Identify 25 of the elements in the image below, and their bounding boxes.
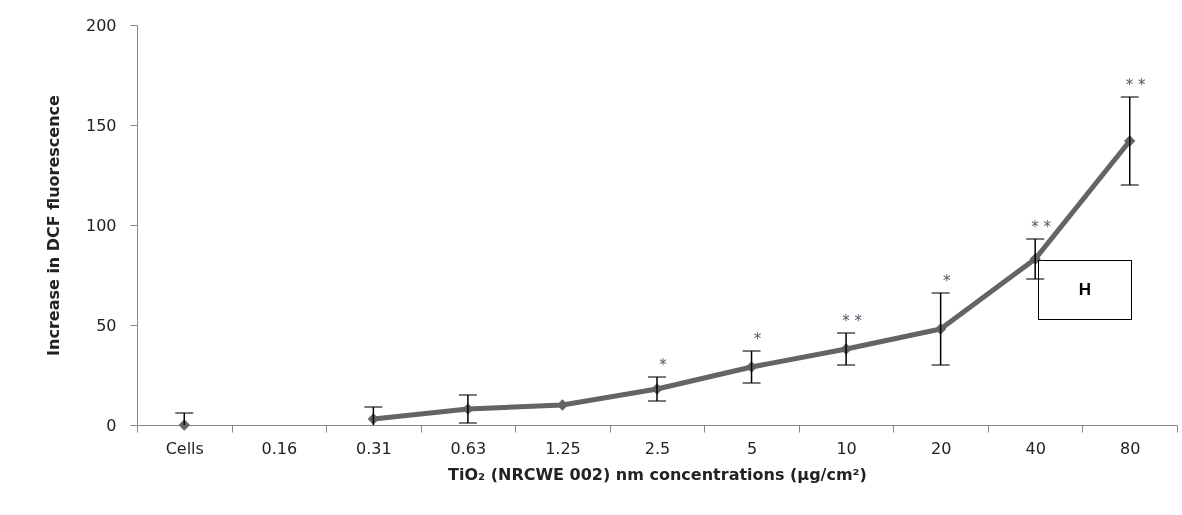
annotation: * *: [1125, 76, 1147, 94]
x-tick-label: 0.63: [450, 438, 487, 458]
x-tick-label: 40: [1025, 438, 1046, 458]
x-tick-label: 5: [746, 438, 758, 458]
annotation: *: [753, 330, 762, 348]
annotation: *: [659, 356, 668, 374]
y-tick-label: 150: [85, 115, 117, 135]
y-tick-label: 100: [85, 215, 117, 235]
label-box: H: [1038, 260, 1132, 320]
y-axis-title: Increase in DCF fluorescence: [43, 94, 63, 356]
x-tick-label: 80: [1120, 438, 1141, 458]
y-tick-label: 200: [85, 15, 117, 35]
y-tick-label: 0: [106, 415, 117, 435]
x-tick-label: 2.5: [644, 438, 671, 458]
x-tick-label: Cells: [165, 438, 204, 458]
annotation: * *: [842, 312, 863, 330]
x-tick-label: 1.25: [545, 438, 581, 458]
x-tick-label: 20: [930, 438, 952, 458]
x-axis-title: TiO₂ (NRCWE 002) nm concentrations (µg/cm²): [448, 464, 867, 484]
y-tick-label: 50: [96, 315, 117, 335]
annotation: * *: [1031, 218, 1052, 236]
x-tick-label: 0.16: [261, 438, 298, 458]
x-tick-label: 0.31: [356, 438, 392, 458]
x-tick-label: 10: [836, 438, 857, 458]
annotation: *: [942, 272, 951, 290]
